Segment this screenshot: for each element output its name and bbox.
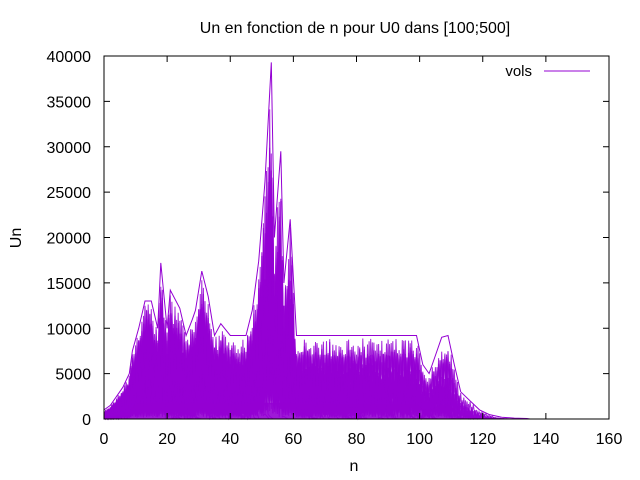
data-layer: [103, 62, 531, 421]
legend-label-vols: vols: [505, 63, 532, 80]
series-vols-envelope: [103, 62, 531, 420]
y-ticks: 0 5000 10000 15000 20000 25000 30000 35000 40000: [47, 49, 609, 429]
x-axis-label: n: [350, 458, 359, 475]
chart-title: Un en fonction de n pour U0 dans [100;50…: [200, 20, 510, 37]
y-tick-label: 0: [82, 412, 91, 429]
x-tick-label: 60: [284, 431, 302, 448]
series-vols-baseline-mass: [104, 402, 508, 419]
x-ticks: 0 20 40 60 80 100 120 140 160: [100, 56, 623, 448]
x-tick-label: 100: [406, 431, 433, 448]
y-tick-label: 10000: [47, 321, 92, 338]
legend: vols: [505, 63, 590, 80]
x-tick-label: 0: [100, 431, 109, 448]
y-tick-label: 15000: [47, 276, 92, 293]
y-tick-label: 40000: [47, 49, 92, 66]
y-tick-label: 20000: [47, 231, 92, 248]
y-tick-label: 25000: [47, 185, 92, 202]
x-tick-label: 20: [158, 431, 176, 448]
x-tick-label: 80: [348, 431, 366, 448]
series-vols-trajectory: [103, 276, 343, 421]
y-tick-label: 30000: [47, 140, 92, 157]
x-tick-label: 120: [469, 431, 496, 448]
x-tick-label: 140: [533, 431, 560, 448]
y-tick-label: 35000: [47, 94, 92, 111]
y-tick-label: 5000: [55, 367, 91, 384]
series-vols-trajectory: [103, 348, 371, 420]
x-tick-label: 160: [596, 431, 623, 448]
x-tick-label: 40: [221, 431, 239, 448]
series-vols-trajectory: [103, 153, 516, 420]
y-axis-label: Un: [8, 228, 25, 248]
